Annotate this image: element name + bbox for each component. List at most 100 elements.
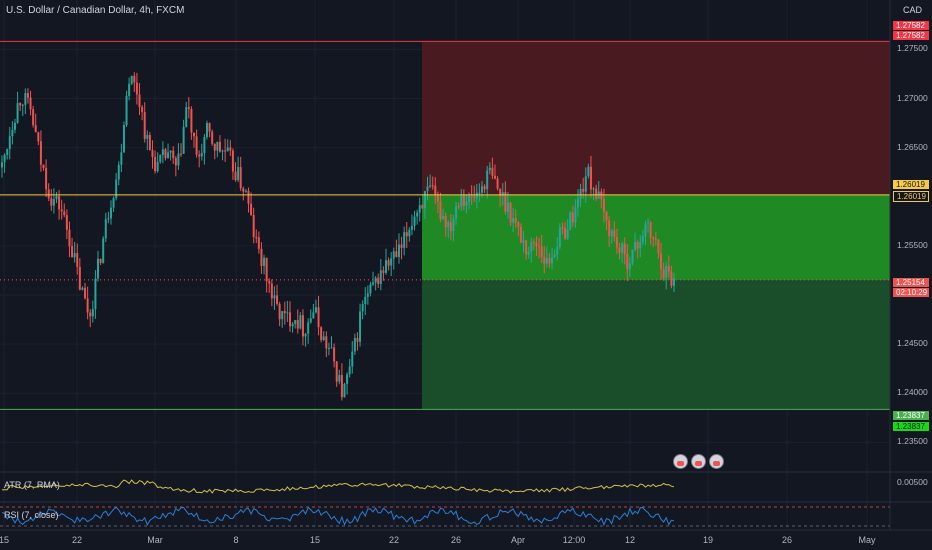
time-tick-label: Mar [147,535,163,545]
candle-body [444,215,447,228]
price-tick-label: 1.27500 [897,43,928,54]
candle-body [462,195,465,206]
time-tick-label: Apr [510,535,526,545]
candle-body [460,195,463,207]
candle-body [615,237,618,248]
candle-body [221,150,224,152]
candle-body [172,150,175,159]
candle-body [73,253,76,258]
candle-body [47,189,50,199]
candle-body [268,281,271,284]
candle-body [52,199,55,206]
event-flag-icon[interactable] [691,454,706,469]
candle-body [377,277,380,284]
candle-body [649,222,652,238]
candle-body [263,257,266,266]
candle-body [517,222,520,227]
candle-body [558,227,561,247]
candle-body [408,229,411,237]
candle-body [102,238,105,263]
candle-body [234,171,237,181]
candle-body [382,270,385,273]
candle-body [26,93,29,98]
candle-body [265,257,268,282]
candle-body [237,167,240,181]
candle-body [397,244,400,257]
candle-body [390,258,393,266]
candle-body [120,152,123,165]
target-price-tag-bottom: 1.23837 [893,422,929,431]
candle-body [312,312,315,319]
candle-body [247,190,250,204]
candle-body [6,149,9,155]
candle-body [426,186,429,192]
candle-body [501,192,504,196]
countdown-tag: 02:10:29 [893,288,929,297]
candle-body [229,147,232,151]
candle-body [514,217,517,223]
candle-body [660,253,663,270]
event-badges[interactable] [673,454,724,469]
candle-body [372,282,375,285]
candle-body [143,112,146,139]
candle-body [452,218,455,232]
candle-body [125,95,128,126]
currency-label[interactable]: CAD [902,5,922,15]
candle-body [351,351,354,367]
price-tick-label: 1.23500 [897,436,928,447]
atr-label[interactable]: ATR (7, RMA) [4,480,60,490]
candle-body [473,196,476,199]
candle-body [138,94,141,108]
candle-body [457,206,460,208]
candle-body [468,195,471,202]
candle-body [418,205,421,213]
candle-body [455,206,458,219]
candle-body [486,170,489,190]
indicator-panes [0,471,932,531]
candle-body [654,238,657,240]
price-tick-label: 1.25500 [897,239,928,250]
candle-body [109,207,112,219]
candle-body [353,337,356,352]
event-flag-icon[interactable] [709,454,724,469]
candle-body [348,366,351,375]
candle-body [50,198,53,206]
candle-body [431,185,434,187]
candle-body [488,167,491,171]
candle-body [190,109,193,133]
candle-body [252,214,255,238]
candle-body [185,107,188,127]
candle-body [522,240,525,243]
candle-body [449,222,452,232]
candle-body [13,122,16,130]
candle-body [392,251,395,259]
candle-body [286,312,289,314]
candle-body [530,242,533,252]
candle-body [481,186,483,193]
candle-body [403,232,406,248]
candle-body [338,375,341,382]
candle-body [548,257,551,264]
candle-body [130,75,133,84]
candle-body [325,336,328,349]
candle-body [504,192,507,212]
candle-body [665,266,668,278]
candles [1,72,675,401]
candle-body [211,131,214,144]
rsi-label[interactable]: RSI (7, close) [4,510,59,520]
candle-body [496,178,499,189]
candle-body [475,192,478,199]
candle-body [584,176,587,192]
candle-body [561,227,564,229]
event-flag-icon[interactable] [673,454,688,469]
candle-body [250,203,253,215]
time-tick-label: 12 [624,535,636,545]
candle-body [395,251,398,257]
time-tick-label: 8 [233,535,239,545]
time-tick-label: 22 [71,535,83,545]
candle-body [159,154,162,162]
candle-body [525,240,528,255]
candle-body [224,150,227,152]
time-tick-label: 22 [388,535,400,545]
